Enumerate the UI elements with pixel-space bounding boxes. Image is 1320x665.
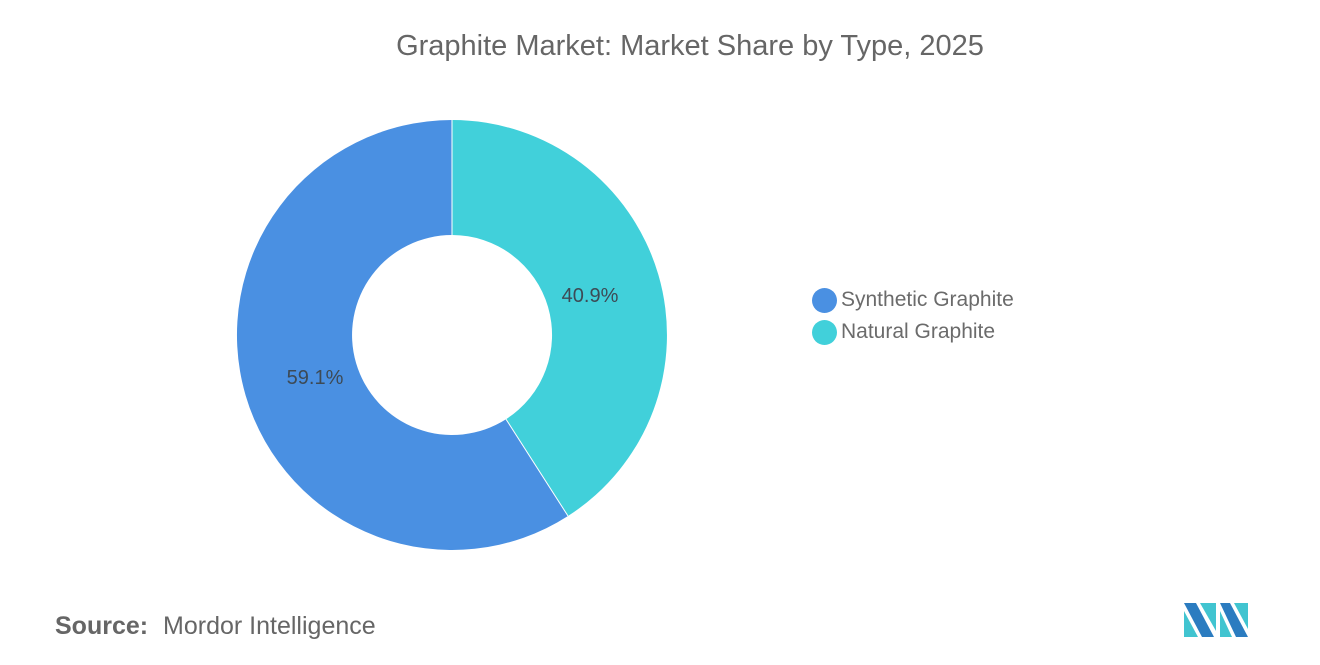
legend: Synthetic Graphite Natural Graphite xyxy=(812,284,1014,348)
legend-dot-icon xyxy=(812,319,837,345)
legend-label: Natural Graphite xyxy=(841,320,996,343)
source-key: Source: xyxy=(55,612,149,640)
legend-label: Synthetic Graphite xyxy=(841,288,1014,311)
legend-dot-icon xyxy=(812,287,837,313)
chart-title: Graphite Market: Market Share by Type, 2… xyxy=(396,30,984,62)
mordor-logo-icon xyxy=(1184,603,1248,637)
slice-label-synthetic: 59.1% xyxy=(287,367,344,389)
slice-natural-graphite[interactable] xyxy=(452,120,667,516)
legend-item-synthetic-graphite[interactable]: Synthetic Graphite xyxy=(812,284,1014,316)
source-note: Source: Mordor Intelligence xyxy=(55,612,376,641)
slice-label-natural: 40.9% xyxy=(562,285,619,307)
legend-item-natural-graphite[interactable]: Natural Graphite xyxy=(812,316,1014,348)
slice-synthetic-graphite[interactable] xyxy=(236,119,568,551)
source-value: Mordor Intelligence xyxy=(163,612,376,640)
